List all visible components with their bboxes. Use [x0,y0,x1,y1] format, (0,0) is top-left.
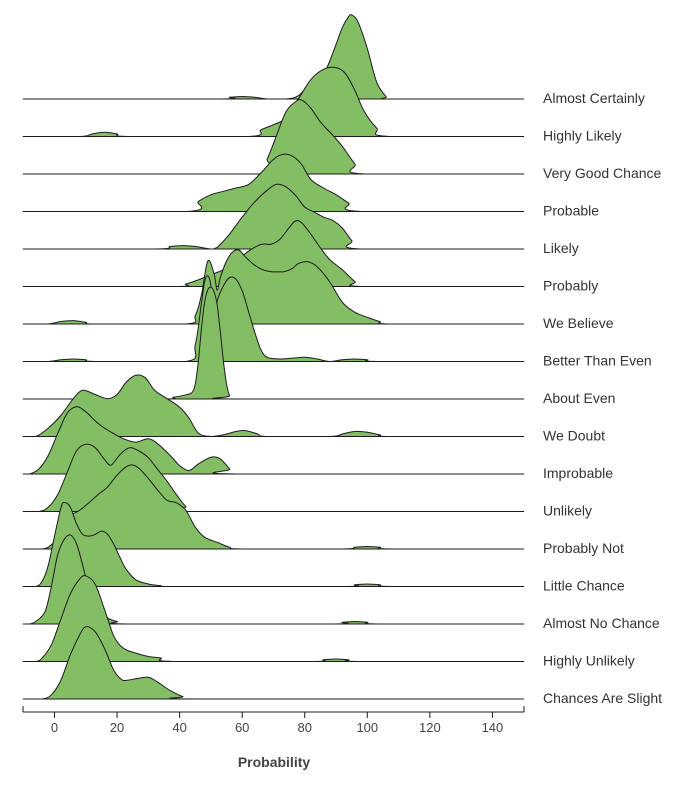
category-labels: Almost Certainly Highly Likely Very Good C… [543,90,662,706]
category-label-probable: Probable [543,203,599,219]
ridge-better-than-even [22,275,525,363]
category-label-chances-are-slight: Chances Are Slight [543,690,662,706]
category-label-we-doubt: We Doubt [543,428,605,444]
x-tick-label-0: 0 [51,720,58,735]
x-tick-label-120: 120 [419,720,441,735]
ridges-layer [22,14,525,700]
category-label-unlikely: Unlikely [543,503,592,519]
x-tick-label-40: 40 [172,720,186,735]
x-tick-label-140: 140 [482,720,504,735]
ridge-highly-likely [22,66,525,138]
ridge-area-probably [22,220,525,288]
category-label-better-than-even: Better Than Even [543,353,652,369]
category-label-very-good-chance: Very Good Chance [543,165,662,181]
ridge-area-about-even [22,286,525,400]
ridge-area-likely [22,183,525,250]
ridge-we-believe [22,249,525,325]
x-tick-label-80: 80 [298,720,312,735]
category-label-little-chance: Little Chance [543,578,625,594]
ridge-area-we-doubt [22,374,525,438]
category-label-almost-no-chance: Almost No Chance [543,615,660,631]
category-label-almost-certainly: Almost Certainly [543,90,645,106]
ridge-area-almost-certainly [22,14,525,100]
category-label-we-believe: We Believe [543,315,614,331]
category-label-highly-likely: Highly Likely [543,128,622,144]
category-label-probably-not: Probably Not [543,540,624,556]
ridge-area-chances-are-slight [22,626,525,700]
category-label-highly-unlikely: Highly Unlikely [543,653,635,669]
x-axis-label: Probability [238,754,311,770]
category-label-improbable: Improbable [543,465,613,481]
ridge-likely [22,183,525,250]
x-axis: 0 20 40 60 80 100 120 140 [22,706,525,735]
x-tick-label-60: 60 [235,720,249,735]
ridge-area-probable [22,153,525,213]
category-label-probably: Probably [543,278,598,294]
x-tick-label-20: 20 [110,720,124,735]
category-label-about-even: About Even [543,390,615,406]
category-label-likely: Likely [543,240,579,256]
ridge-area-highly-likely [22,66,525,138]
ridge-almost-certainly [22,14,525,100]
x-tick-label-100: 100 [356,720,378,735]
ridge-chances-are-slight [22,626,525,700]
